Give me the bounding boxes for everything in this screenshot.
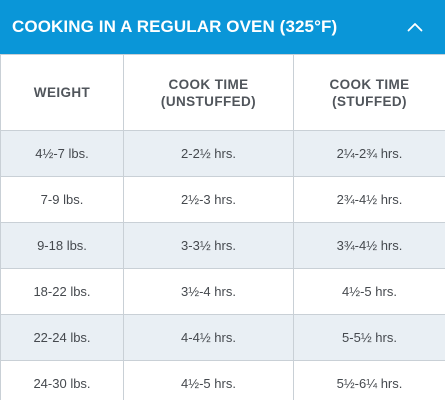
table-row: 7-9 lbs. 2½-3 hrs. 2¾-4½ hrs. — [0, 176, 445, 223]
stuffed-time-cell: 3¾-4½ hrs. — [293, 222, 445, 269]
header-cook-time-unstuffed: COOK TIME (UNSTUFFED) — [123, 54, 294, 131]
stuffed-time-cell: 5½-6¼ hrs. — [293, 360, 445, 400]
weight-cell: 7-9 lbs. — [0, 176, 124, 223]
table-header-row: WEIGHT COOK TIME (UNSTUFFED) COOK TIME (… — [0, 54, 445, 131]
cooking-times-table-container: WEIGHT COOK TIME (UNSTUFFED) COOK TIME (… — [0, 54, 445, 400]
table-row: 9-18 lbs. 3-3½ hrs. 3¾-4½ hrs. — [0, 222, 445, 269]
table-row: 18-22 lbs. 3½-4 hrs. 4½-5 hrs. — [0, 268, 445, 315]
stuffed-time-cell: 5-5½ hrs. — [293, 314, 445, 361]
accordion-header[interactable]: COOKING IN A REGULAR OVEN (325°F) — [0, 0, 445, 54]
unstuffed-time-cell: 2½-3 hrs. — [123, 176, 294, 223]
stuffed-time-cell: 4½-5 hrs. — [293, 268, 445, 315]
header-weight: WEIGHT — [0, 54, 124, 131]
table-row: 24-30 lbs. 4½-5 hrs. 5½-6¼ hrs. — [0, 360, 445, 400]
header-cook-time-stuffed: COOK TIME (STUFFED) — [293, 54, 445, 131]
chevron-up-icon[interactable] — [405, 17, 425, 37]
stuffed-time-cell: 2¾-4½ hrs. — [293, 176, 445, 223]
unstuffed-time-cell: 3½-4 hrs. — [123, 268, 294, 315]
table-row: 22-24 lbs. 4-4½ hrs. 5-5½ hrs. — [0, 314, 445, 361]
unstuffed-time-cell: 4-4½ hrs. — [123, 314, 294, 361]
unstuffed-time-cell: 2-2½ hrs. — [123, 130, 294, 177]
weight-cell: 18-22 lbs. — [0, 268, 124, 315]
weight-cell: 22-24 lbs. — [0, 314, 124, 361]
weight-cell: 4½-7 lbs. — [0, 130, 124, 177]
cooking-times-table: WEIGHT COOK TIME (UNSTUFFED) COOK TIME (… — [0, 54, 445, 400]
unstuffed-time-cell: 3-3½ hrs. — [123, 222, 294, 269]
weight-cell: 9-18 lbs. — [0, 222, 124, 269]
table-row: 4½-7 lbs. 2-2½ hrs. 2¼-2¾ hrs. — [0, 130, 445, 177]
stuffed-time-cell: 2¼-2¾ hrs. — [293, 130, 445, 177]
unstuffed-time-cell: 4½-5 hrs. — [123, 360, 294, 400]
accordion-title: COOKING IN A REGULAR OVEN (325°F) — [12, 17, 338, 36]
weight-cell: 24-30 lbs. — [0, 360, 124, 400]
